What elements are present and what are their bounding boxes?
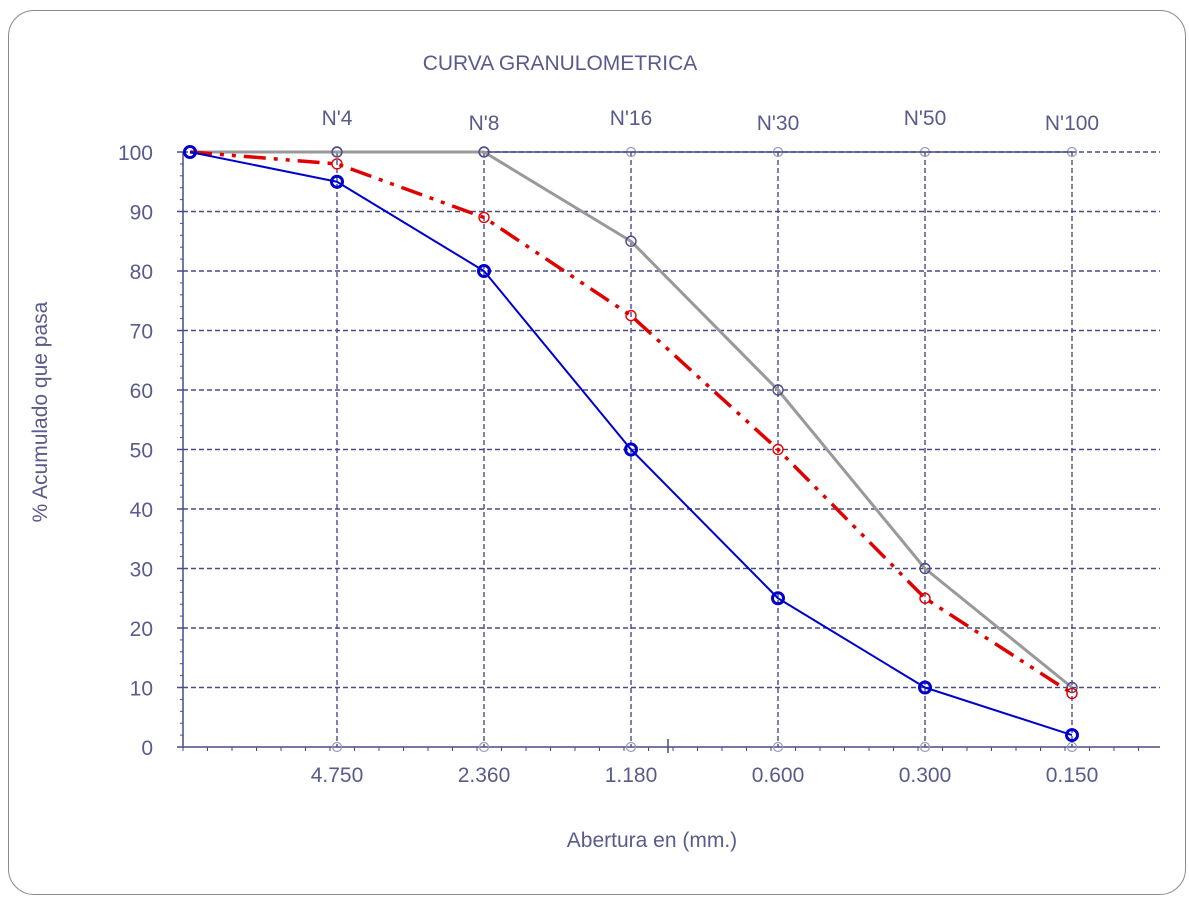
series-point-red — [772, 443, 784, 456]
sieve-label: N'50 — [904, 107, 947, 130]
series-point-gray — [919, 562, 931, 575]
sieve-label: N'100 — [1045, 112, 1099, 135]
series-point-blue — [330, 174, 344, 189]
series-point-gray — [1066, 681, 1078, 694]
series-point-red — [919, 592, 931, 604]
y-tick-label: 90 — [130, 202, 153, 225]
y-tick-label: 0 — [141, 737, 153, 760]
series-point-blue — [771, 591, 785, 606]
y-tick-label: 80 — [130, 261, 153, 284]
series-point-blue — [183, 145, 197, 159]
series-point-blue — [918, 680, 932, 695]
series-point-red — [331, 158, 343, 170]
sieve-label: N'8 — [469, 112, 500, 135]
series-line-blue — [189, 151, 1073, 737]
series-point-blue — [477, 264, 491, 278]
y-axis-label: % Acumulado que pasa — [29, 301, 52, 522]
series-point-blue — [1065, 728, 1079, 743]
series-point-blue — [624, 442, 638, 457]
y-tick-label: 30 — [130, 559, 153, 582]
series-point-red — [1066, 687, 1078, 700]
x-axis-marker — [331, 741, 343, 753]
series-point-red — [478, 211, 490, 224]
x-axis-label: Abertura en (mm.) — [567, 829, 737, 852]
y-tick-label: 70 — [130, 321, 153, 344]
sieve-label: N'30 — [757, 112, 800, 135]
y-tick-label: 60 — [130, 380, 153, 403]
x-tick-label: 0.300 — [899, 764, 952, 787]
x-axis-marker — [919, 741, 931, 753]
x-tick-label: 0.150 — [1046, 764, 1099, 787]
plot-area: 0 10 20 30 40 50 60 70 80 90 100 4.750 N'4 2.360 N'8 1.… — [118, 107, 1160, 787]
sieve-label: N'16 — [610, 107, 653, 130]
y-tick-label: 10 — [130, 678, 153, 701]
series-point-gray — [478, 146, 490, 158]
series-point-gray — [772, 384, 784, 396]
series-point-red — [625, 309, 637, 322]
y-tick-label: 50 — [130, 440, 153, 463]
series-point-gray — [625, 235, 637, 247]
series-line-gray — [190, 150, 1073, 689]
x-tick-label: 2.360 — [458, 764, 511, 787]
x-tick-label: 4.750 — [311, 764, 364, 787]
series-point-gray — [331, 146, 343, 158]
x-tick-label: 1.180 — [605, 764, 658, 787]
x-tick-label: 0.600 — [752, 764, 805, 787]
x-axis-marker — [625, 741, 637, 753]
x-axis-marker — [772, 741, 784, 753]
x-axis-marker — [478, 741, 490, 753]
x-axis-marker — [1066, 741, 1078, 753]
chart-title: CURVA GRANULOMETRICA — [423, 52, 698, 75]
y-tick-label: 100 — [118, 142, 153, 165]
y-tick-label: 20 — [130, 618, 153, 641]
sieve-label: N'4 — [322, 107, 353, 130]
y-tick-label: 40 — [130, 499, 153, 522]
